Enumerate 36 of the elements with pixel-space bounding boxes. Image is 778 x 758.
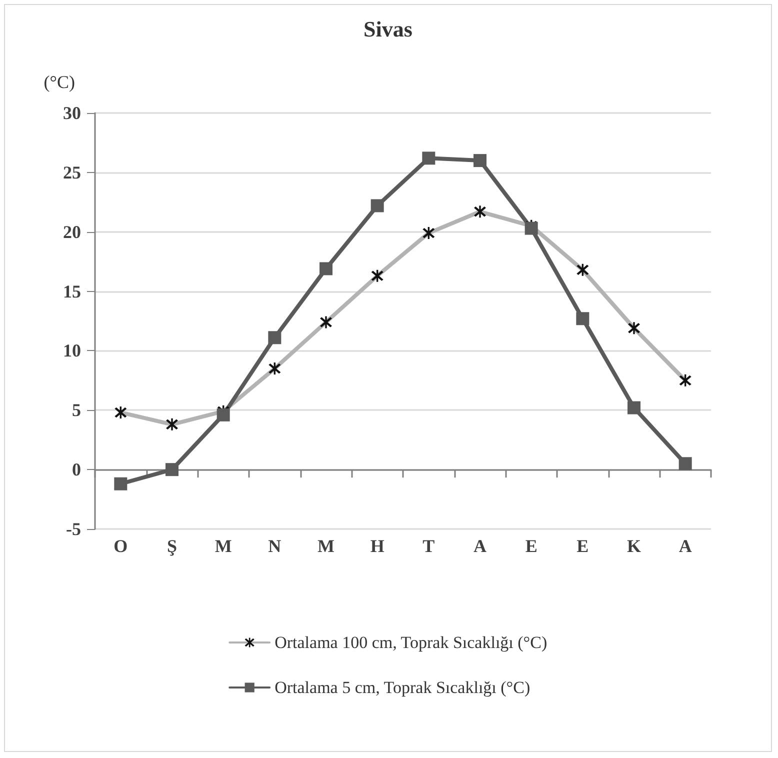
point <box>320 262 332 276</box>
y-tick-label: 5 <box>72 400 81 420</box>
y-tick-label: 10 <box>63 340 81 361</box>
y-axis-title: (°C) <box>44 72 75 92</box>
point <box>114 477 128 490</box>
x-tick-label: E <box>576 536 589 556</box>
legend-label: Ortalama 100 cm, Toprak Sıcaklığı (°C) <box>274 633 548 652</box>
x-tick-label: E <box>525 536 538 556</box>
x-tick-label: A <box>678 536 692 556</box>
x-tick-label: T <box>422 536 435 556</box>
point <box>216 408 230 422</box>
legend-label: Ortalama 5 cm, Toprak Sıcaklığı (°C) <box>274 678 530 697</box>
point <box>166 463 178 476</box>
x-tick-label: N <box>268 536 282 556</box>
y-tick-label: 0 <box>72 460 81 480</box>
x-tick-label: Ş <box>166 536 178 556</box>
point <box>678 457 692 470</box>
y-tick-label: -5 <box>66 519 81 539</box>
x-tick-label: A <box>474 536 486 556</box>
point <box>628 401 640 414</box>
point <box>524 222 538 235</box>
x-tick-label: M <box>214 536 232 556</box>
point <box>268 331 282 344</box>
y-tick-label: 30 <box>63 103 81 123</box>
x-tick-label: O <box>114 536 128 556</box>
y-tick-label: 25 <box>63 162 81 182</box>
x-tick-label: M <box>318 536 334 556</box>
y-tick-label: 20 <box>63 222 81 242</box>
point <box>474 154 486 168</box>
point <box>422 152 436 165</box>
point <box>576 312 590 326</box>
x-tick-label: H <box>370 536 384 556</box>
point <box>370 199 384 212</box>
chart-title: Sivas <box>364 16 413 42</box>
x-tick-label: K <box>626 536 642 556</box>
y-tick-label: 15 <box>63 281 81 302</box>
